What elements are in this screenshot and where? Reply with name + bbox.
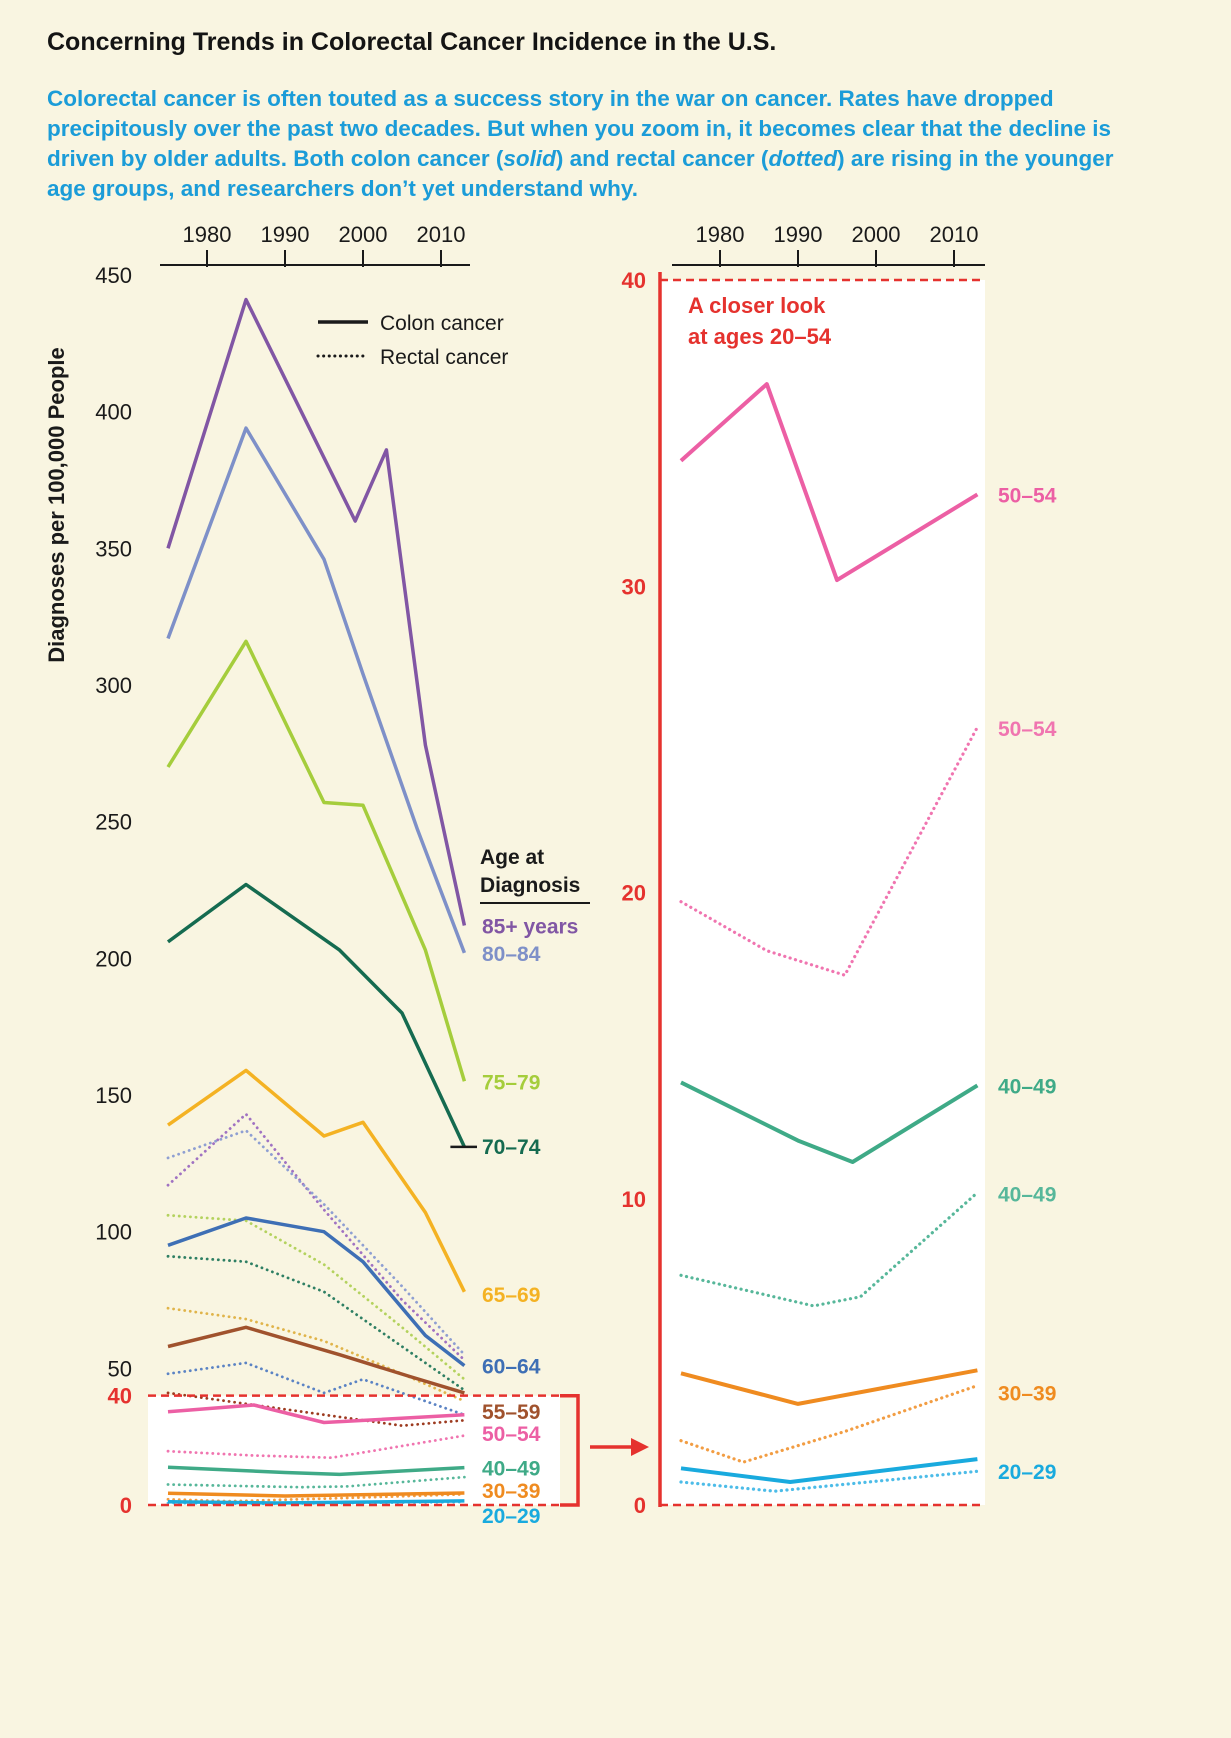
- series-4049-colon: [680, 1080, 979, 1164]
- series-2029-colon: [167, 1499, 465, 1505]
- x-tick-label: 2000: [852, 222, 901, 247]
- series-3039-rectal: [679, 1383, 980, 1464]
- age-label: 50–54: [482, 1423, 541, 1446]
- age-label: 20–29: [482, 1505, 540, 1528]
- y-tick-label: 450: [95, 263, 132, 288]
- y-tick-label: 350: [95, 536, 132, 561]
- y-tick-label: 300: [95, 673, 132, 698]
- age-label: 40–49: [482, 1458, 540, 1481]
- series-6569-colon: [166, 1068, 466, 1293]
- intro-em-dotted: dotted: [768, 145, 838, 171]
- y-tick-label: 400: [95, 400, 132, 425]
- series-5559-rectal: [166, 1391, 466, 1428]
- intro-em-solid: solid: [503, 145, 556, 171]
- series-2029-colon: [680, 1457, 978, 1484]
- series-7074-colon: [166, 882, 466, 1148]
- series-5054-rectal: [679, 725, 980, 977]
- page-title: Concerning Trends in Colorectal Cancer I…: [47, 28, 777, 56]
- series-5054-colon: [167, 1403, 465, 1425]
- zoom-age-label: 40–49: [998, 1184, 1056, 1207]
- x-tick-label: 1980: [696, 222, 745, 247]
- intro-part-3: ) are rising in the younger age groups, …: [47, 145, 1114, 201]
- age-label: 75–79: [482, 1071, 540, 1094]
- series-7579-rectal: [166, 1213, 466, 1381]
- series-85+years-rectal: [166, 1112, 466, 1362]
- series-6064-rectal: [166, 1361, 466, 1417]
- series-7579-colon: [166, 639, 467, 1082]
- y-tick-label: 200: [95, 946, 132, 971]
- zoom-plot-area: [660, 280, 985, 1505]
- intro-paragraph: Colorectal cancer is often touted as a s…: [47, 84, 1155, 204]
- zoom-arrowhead: [631, 1438, 649, 1456]
- age-label: 85+ years: [482, 916, 578, 939]
- y-tick-label: 50: [108, 1356, 132, 1381]
- zoom-title: A closer look: [688, 293, 826, 318]
- x-tick-label: 1990: [261, 222, 310, 247]
- highlight-region: [148, 1395, 560, 1505]
- series-7074-rectal: [166, 1254, 466, 1392]
- y-tick-label: 100: [95, 1220, 132, 1245]
- zoom-age-label: 30–39: [998, 1382, 1056, 1405]
- x-tick-label: 2010: [417, 222, 466, 247]
- zoom-panel: 1980 1990 2000 2010 0 10 20 30 40 A closer look at…: [622, 222, 1057, 1518]
- age-label: 80–84: [482, 943, 541, 966]
- series-85+years-colon: [166, 297, 467, 926]
- series-6569-rectal: [166, 1306, 466, 1403]
- zoom-y-tick-label: 0: [634, 1493, 646, 1518]
- x-tick-label: 2010: [930, 222, 979, 247]
- y-tick-label: 150: [95, 1083, 132, 1108]
- age-label: 65–69: [482, 1284, 540, 1307]
- series-3039-rectal: [166, 1492, 466, 1503]
- series-5559-colon: [167, 1325, 465, 1395]
- zoom-age-label: 40–49: [998, 1075, 1056, 1098]
- y-tick-label-highlight: 40: [108, 1384, 132, 1409]
- intro-part-1: Colorectal cancer is often touted as a s…: [47, 86, 1111, 171]
- age-label: 70–74: [482, 1136, 541, 1159]
- series-6064-colon: [167, 1216, 466, 1367]
- series-2029-rectal: [679, 1469, 980, 1493]
- series-8084-rectal: [166, 1129, 466, 1357]
- intro-part-2: ) and rectal cancer (: [555, 145, 769, 171]
- x-tick-label: 1980: [183, 222, 232, 247]
- series-4049-rectal: [166, 1475, 466, 1489]
- y-tick-label-highlight: 0: [120, 1493, 132, 1518]
- age-label: 55–59: [482, 1401, 540, 1424]
- legend-label-colon: Colon cancer: [380, 312, 504, 335]
- age-key-title: Age at: [480, 846, 544, 869]
- zoom-y-tick-label: 20: [622, 881, 646, 906]
- series-8084-colon: [166, 426, 467, 954]
- age-label: 30–39: [482, 1480, 540, 1503]
- series-4049-rectal: [679, 1190, 980, 1308]
- zoom-age-label: 20–29: [998, 1461, 1056, 1484]
- zoom-y-tick-label: 10: [622, 1187, 646, 1212]
- y-tick-label: 250: [95, 810, 132, 835]
- main-panel: 1980 1990 2000 2010501001502002503003504004…: [44, 222, 649, 1528]
- x-tick-label: 2000: [339, 222, 388, 247]
- age-label: 60–64: [482, 1356, 541, 1379]
- series-3039-colon: [167, 1491, 465, 1498]
- zoom-y-tick-label: 40: [622, 268, 646, 293]
- zoom-title: at ages 20–54: [688, 324, 832, 349]
- age-key-title: Diagnosis: [480, 874, 580, 897]
- series-3039-colon: [680, 1368, 978, 1406]
- legend-label-rectal: Rectal cancer: [380, 346, 508, 369]
- zoom-y-tick-label: 30: [622, 574, 646, 599]
- series-5054-colon: [679, 382, 979, 583]
- zoom-age-label: 50–54: [998, 718, 1057, 741]
- zoom-age-label: 50–54: [998, 484, 1057, 507]
- series-4049-colon: [167, 1465, 465, 1477]
- y-axis-title: Diagnoses per 100,000 People: [44, 347, 69, 663]
- zoom-bracket: [560, 1393, 580, 1507]
- x-tick-label: 1990: [774, 222, 823, 247]
